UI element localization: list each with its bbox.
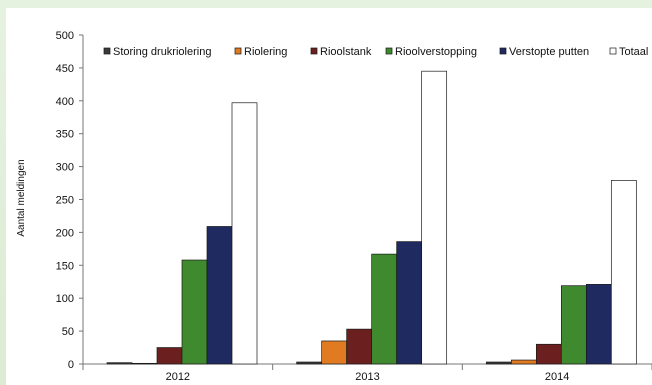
y-tick-label: 150 (56, 260, 74, 272)
legend-swatch (499, 47, 507, 55)
y-axis: 0 50 100 150 200 250 300 350 400 450 500 (56, 30, 84, 371)
bar (371, 253, 398, 365)
bar (296, 361, 323, 365)
legend-label: Storing drukriolering (113, 46, 211, 58)
bar (485, 361, 512, 365)
bars (106, 70, 637, 365)
bar (346, 328, 373, 365)
x-axis: 2012 2013 2014 (82, 363, 652, 383)
bar (421, 70, 448, 365)
bar (610, 180, 637, 365)
chart-frame: 0 50 100 150 200 250 300 350 400 450 500 2012 2013 2… (6, 8, 652, 385)
x-tick-label: 2014 (545, 371, 569, 383)
bar (231, 102, 258, 365)
y-tick-label: 200 (56, 227, 74, 239)
bar (131, 362, 158, 365)
bar (206, 226, 233, 365)
bar (510, 359, 537, 365)
y-tick-label: 350 (56, 129, 74, 141)
legend-label: Riolering (244, 46, 287, 58)
x-tick-label: 2013 (355, 371, 379, 383)
legend-swatch (103, 47, 111, 55)
legend-label: Totaal (619, 46, 648, 58)
y-tick-label: 50 (62, 326, 74, 338)
legend-swatch (234, 47, 242, 55)
bar (560, 285, 587, 365)
y-tick-label: 400 (56, 96, 74, 108)
bar (321, 340, 348, 365)
y-tick-label: 450 (56, 63, 74, 75)
legend: Storing drukriolering Riolering Rioolstank… (103, 46, 648, 58)
bar (585, 284, 612, 365)
bar (181, 259, 208, 365)
y-tick-label: 100 (56, 293, 74, 305)
y-axis-label: Aantal meldingen (16, 159, 27, 236)
bar (106, 362, 133, 365)
bar (396, 241, 423, 365)
legend-swatch (385, 47, 393, 55)
bar (156, 347, 183, 365)
legend-label: Verstopte putten (509, 46, 589, 58)
y-tick-label: 0 (68, 359, 74, 371)
legend-label: Rioolverstopping (395, 46, 477, 58)
legend-swatch (609, 47, 617, 55)
x-tick-label: 2012 (166, 371, 190, 383)
y-tick-label: 300 (56, 162, 74, 174)
legend-swatch (310, 47, 318, 55)
y-tick-label: 250 (56, 195, 74, 207)
legend-label: Rioolstank (320, 46, 372, 58)
y-tick-label: 500 (56, 30, 74, 42)
bar (535, 343, 562, 365)
